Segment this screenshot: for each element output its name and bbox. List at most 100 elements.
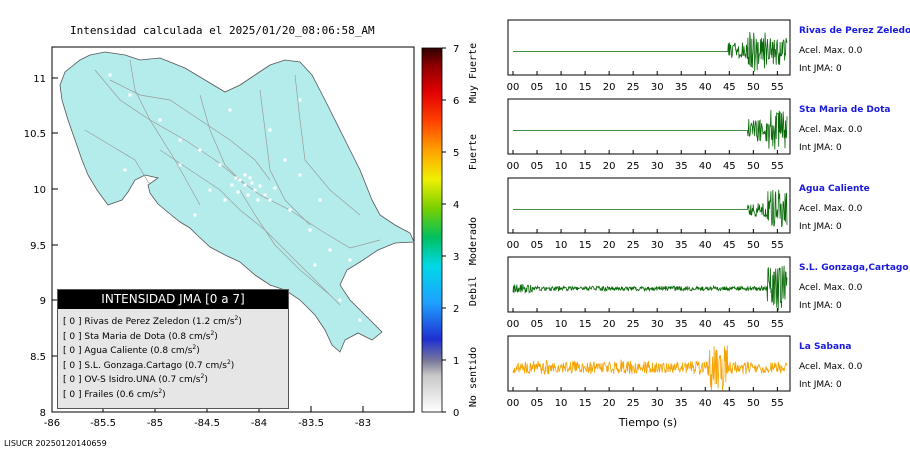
legend-item-exponent: 2 bbox=[210, 329, 215, 337]
station-marker bbox=[258, 184, 262, 188]
waveform-tick-label: 30 bbox=[651, 240, 664, 251]
station-marker bbox=[308, 228, 312, 232]
waveform-frame bbox=[507, 98, 791, 155]
legend-item: [ 0 ] Frailes (0.6 cm/s2) bbox=[63, 385, 288, 400]
colorbar-tick-label: 7 bbox=[453, 44, 459, 55]
legend-item: [ 0 ] S.L. Gonzaga.Cartago (0.7 cm/s2) bbox=[63, 356, 288, 371]
map-y-tick-label: 9.5 bbox=[30, 241, 46, 252]
waveform-tick-label: 35 bbox=[675, 161, 688, 172]
station-name: S.L. Gonzaga,Cartago bbox=[799, 263, 909, 273]
intensity-legend: INTENSIDAD JMA [0 a 7] [ 0 ] Rivas de Pe… bbox=[57, 289, 289, 409]
station-marker bbox=[273, 186, 277, 190]
legend-item-close: ) bbox=[238, 317, 242, 327]
map-title: Intensidad calculada el 2025/01/20_08:06… bbox=[70, 24, 375, 37]
legend-item-accel: (0.8 cm/s bbox=[150, 346, 193, 357]
waveform-xlabel: Tiempo (s) bbox=[618, 416, 677, 429]
map-x-tick-label: -83.5 bbox=[298, 418, 324, 429]
colorbar-labels: Muy Fuerte Fuerte Moderado Debil No sentido bbox=[468, 43, 479, 407]
waveform-panel: 00 05 10 15 20 25 30 35 40 45 50 55 bbox=[507, 335, 791, 409]
waveform-tick-label: 30 bbox=[651, 161, 664, 172]
legend-item-value: [ 0 ] bbox=[63, 331, 82, 342]
waveform-tick-label: 40 bbox=[699, 319, 712, 330]
waveform-tick-label: 15 bbox=[579, 240, 592, 251]
legend-item: [ 0 ] Agua Caliente (0.8 cm/s2) bbox=[63, 341, 288, 356]
waveform-tick-label: 50 bbox=[747, 82, 760, 93]
station-marker bbox=[246, 193, 250, 197]
legend-title: INTENSIDAD JMA [0 a 7] bbox=[58, 290, 288, 309]
waveform-tick-label: 05 bbox=[531, 82, 544, 93]
station-int-jma: Int JMA: 0 bbox=[799, 380, 842, 390]
station-marker bbox=[198, 148, 202, 152]
waveform-tick-label: 40 bbox=[699, 240, 712, 251]
station-marker bbox=[338, 298, 342, 302]
legend-item-accel: (1.2 cm/s bbox=[192, 317, 235, 327]
legend-item: [ 0 ] Rivas de Perez Zeledon (1.2 cm/s2) bbox=[63, 312, 288, 327]
road-network bbox=[84, 59, 381, 306]
station-marker bbox=[178, 138, 182, 142]
waveform-tick-label: 10 bbox=[555, 319, 568, 330]
waveform-tick-label: 35 bbox=[675, 82, 688, 93]
waveform-tick-label: 40 bbox=[699, 82, 712, 93]
station-marker bbox=[238, 178, 242, 182]
map-y-tick-label: 8.5 bbox=[30, 352, 46, 363]
waveform-trace bbox=[512, 265, 788, 311]
colorbar-ticks: 7 6 5 4 3 2 1 0 bbox=[442, 44, 459, 419]
waveform-tick-label: 20 bbox=[603, 161, 616, 172]
waveform-tick-label: 00 bbox=[507, 82, 520, 93]
station-acel-max: Acel. Max. 0.0 bbox=[799, 362, 863, 372]
station-marker bbox=[234, 176, 238, 180]
station-acel-max: Acel. Max. 0.0 bbox=[799, 125, 863, 135]
station-marker bbox=[253, 188, 257, 192]
station-marker bbox=[243, 173, 247, 177]
station-marker bbox=[328, 248, 332, 252]
waveform-tick-label: 55 bbox=[771, 240, 784, 251]
legend-item-value: [ 0 ] bbox=[63, 317, 82, 327]
colorbar-label: Muy Fuerte bbox=[468, 43, 479, 103]
legend-item-accel: (0.8 cm/s bbox=[168, 331, 211, 342]
colorbar-label: No sentido bbox=[468, 347, 479, 407]
map-y-tick-label: 11 bbox=[33, 74, 46, 85]
waveform-tick-label: 50 bbox=[747, 319, 760, 330]
waveform-tick-label: 05 bbox=[531, 319, 544, 330]
station-marker bbox=[250, 181, 254, 185]
waveform-tick-label: 35 bbox=[675, 398, 688, 409]
station-marker bbox=[228, 108, 232, 112]
station-marker bbox=[158, 118, 162, 122]
waveform-tick-label: 30 bbox=[651, 82, 664, 93]
station-marker bbox=[288, 208, 292, 212]
legend-item: [ 0 ] Sta Maria de Dota (0.8 cm/s2) bbox=[63, 327, 288, 342]
station-int-jma: Int JMA: 0 bbox=[799, 301, 842, 311]
station-int-jma: Int JMA: 0 bbox=[799, 222, 842, 232]
map-x-tick-label: -85 bbox=[147, 418, 163, 429]
map-x-axis: -86 -85.5 -85 -84.5 -84 -83.5 -83 bbox=[44, 406, 371, 429]
waveform-tick-label: 10 bbox=[555, 161, 568, 172]
colorbar-tick-label: 2 bbox=[453, 304, 459, 315]
station-marker bbox=[298, 173, 302, 177]
waveform-tick-label: 25 bbox=[627, 398, 640, 409]
legend-item-value: [ 0 ] bbox=[63, 389, 82, 400]
station-name: Sta Maria de Dota bbox=[799, 105, 891, 115]
waveform-trace bbox=[513, 189, 788, 228]
legend-item-close: ) bbox=[230, 360, 235, 371]
waveform-tick-label: 15 bbox=[579, 319, 592, 330]
station-marker bbox=[123, 168, 127, 172]
waveform-tick-label: 10 bbox=[555, 82, 568, 93]
waveform-tick-label: 10 bbox=[555, 240, 568, 251]
waveform-tick-label: 30 bbox=[651, 398, 664, 409]
map-x-tick-label: -85.5 bbox=[90, 418, 116, 429]
station-marker bbox=[208, 188, 212, 192]
waveform-tick-label: 50 bbox=[747, 161, 760, 172]
colorbar-gradient bbox=[421, 47, 443, 413]
legend-item-exponent: 2 bbox=[158, 387, 163, 395]
station-marker bbox=[283, 158, 287, 162]
waveform-frame bbox=[507, 177, 791, 234]
station-name: Agua Caliente bbox=[799, 184, 870, 194]
waveform-panel: 00 05 10 15 20 25 30 35 40 45 50 55 bbox=[507, 19, 791, 93]
station-acel-max: Acel. Max. 0.0 bbox=[799, 46, 863, 56]
waveform-tick-label: 40 bbox=[699, 398, 712, 409]
station-marker bbox=[358, 318, 362, 322]
waveform-tick-label: 30 bbox=[651, 319, 664, 330]
waveform-tick-label: 15 bbox=[579, 398, 592, 409]
map-y-tick-label: 9 bbox=[40, 296, 46, 307]
